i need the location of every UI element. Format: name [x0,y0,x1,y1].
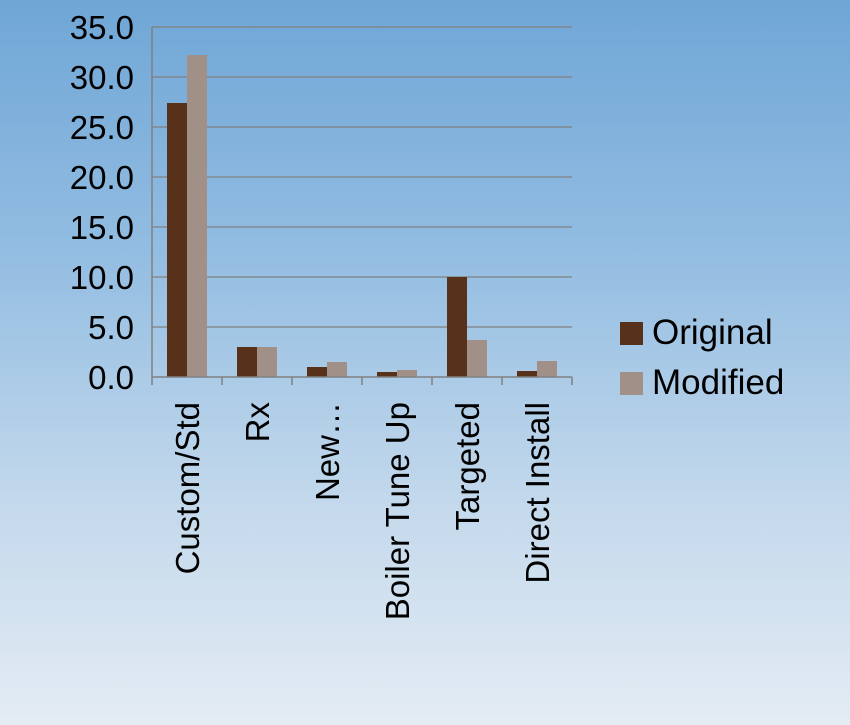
bar-original [167,103,187,377]
y-tick-label: 0.0 [88,359,134,396]
bar-modified [537,361,557,377]
legend-item-original: Original [620,308,784,358]
bar-modified [327,362,347,377]
x-tick-label: New… [309,402,346,501]
bar-modified [467,340,487,377]
bar-original [377,372,397,377]
legend-item-modified: Modified [620,358,784,408]
y-tick-label: 35.0 [70,9,134,46]
x-tick-label: Targeted [449,402,486,530]
bar-original [517,371,537,377]
y-tick-label: 30.0 [70,59,134,96]
bar-original [307,367,327,377]
y-tick-label: 5.0 [88,309,134,346]
legend-label-original: Original [652,313,773,352]
legend-swatch-modified [620,371,643,395]
bar-modified [257,347,277,377]
x-tick-label: Direct Install [519,402,556,584]
y-tick-label: 10.0 [70,259,134,296]
y-tick-label: 25.0 [70,109,134,146]
x-tick-label: Rx [239,402,276,443]
legend-swatch-original [620,321,643,345]
legend-label-modified: Modified [652,363,785,402]
legend: Original Modified [620,308,784,408]
x-tick-label: Custom/Std [169,402,206,574]
y-tick-label: 20.0 [70,159,134,196]
bar-modified [397,370,417,377]
bar-modified [187,55,207,377]
x-tick-label: Boiler Tune Up [379,402,416,620]
y-tick-label: 15.0 [70,209,134,246]
bar-original [237,347,257,377]
bar-original [447,277,467,377]
